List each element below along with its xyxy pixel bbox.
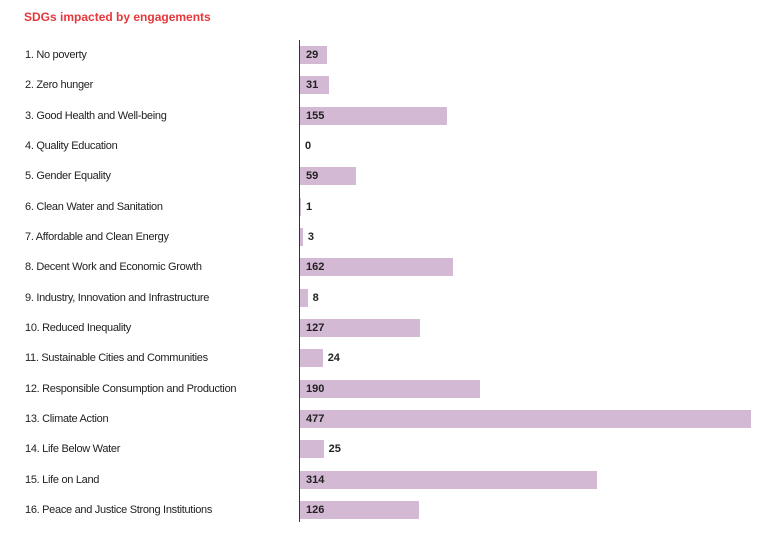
value-label: 162 [306,261,325,273]
value-label: 155 [306,110,325,122]
value-label: 1 [305,201,313,213]
category-label: 10. Reduced Inequality [25,322,131,334]
chart-title: SDGs impacted by engagements [24,10,211,24]
bar [300,46,328,64]
category-label: 5. Gender Equality [25,170,111,182]
category-label: 1. No poverty [25,49,87,61]
value-label: 31 [306,79,319,91]
bar [300,410,751,428]
category-label: 7. Affordable and Clean Energy [25,231,169,243]
category-label: 12. Responsible Consumption and Producti… [25,383,237,395]
category-label: 3. Good Health and Well-being [25,110,167,122]
bar [300,76,330,94]
category-label: 16. Peace and Justice Strong Institution… [25,504,213,516]
category-label: 9. Industry, Innovation and Infrastructu… [25,292,210,304]
category-label: 4. Quality Education [25,140,118,152]
value-label: 127 [306,322,325,334]
bar [300,198,301,216]
bar [300,167,356,185]
bar [300,107,447,125]
bar [300,289,308,307]
bar [300,501,420,519]
bar [300,440,324,458]
value-label: 3 [307,231,314,243]
value-label: 190 [306,383,325,395]
value-label: 8 [312,292,319,304]
bar [300,228,303,246]
category-axis-line [299,40,300,522]
value-label: 59 [306,170,319,182]
bar [300,349,323,367]
category-label: 15. Life on Land [25,474,100,486]
value-label: 126 [306,504,325,516]
bar [300,258,454,276]
category-label: 8. Decent Work and Economic Growth [25,261,202,273]
bar [300,380,480,398]
bar [300,471,597,489]
category-label: 2. Zero hunger [25,79,93,91]
value-label: 29 [306,49,319,61]
value-label: 477 [306,413,325,425]
bar [300,319,421,337]
category-label: 13. Climate Action [25,413,109,425]
value-label: 0 [305,140,312,152]
category-label: 6. Clean Water and Sanitation [25,201,163,213]
value-label: 24 [327,352,340,364]
category-label: 14. Life Below Water [25,443,121,455]
value-label: 314 [306,474,325,486]
value-label: 25 [328,443,341,455]
category-label: 11. Sustainable Cities and Communities [25,352,208,364]
